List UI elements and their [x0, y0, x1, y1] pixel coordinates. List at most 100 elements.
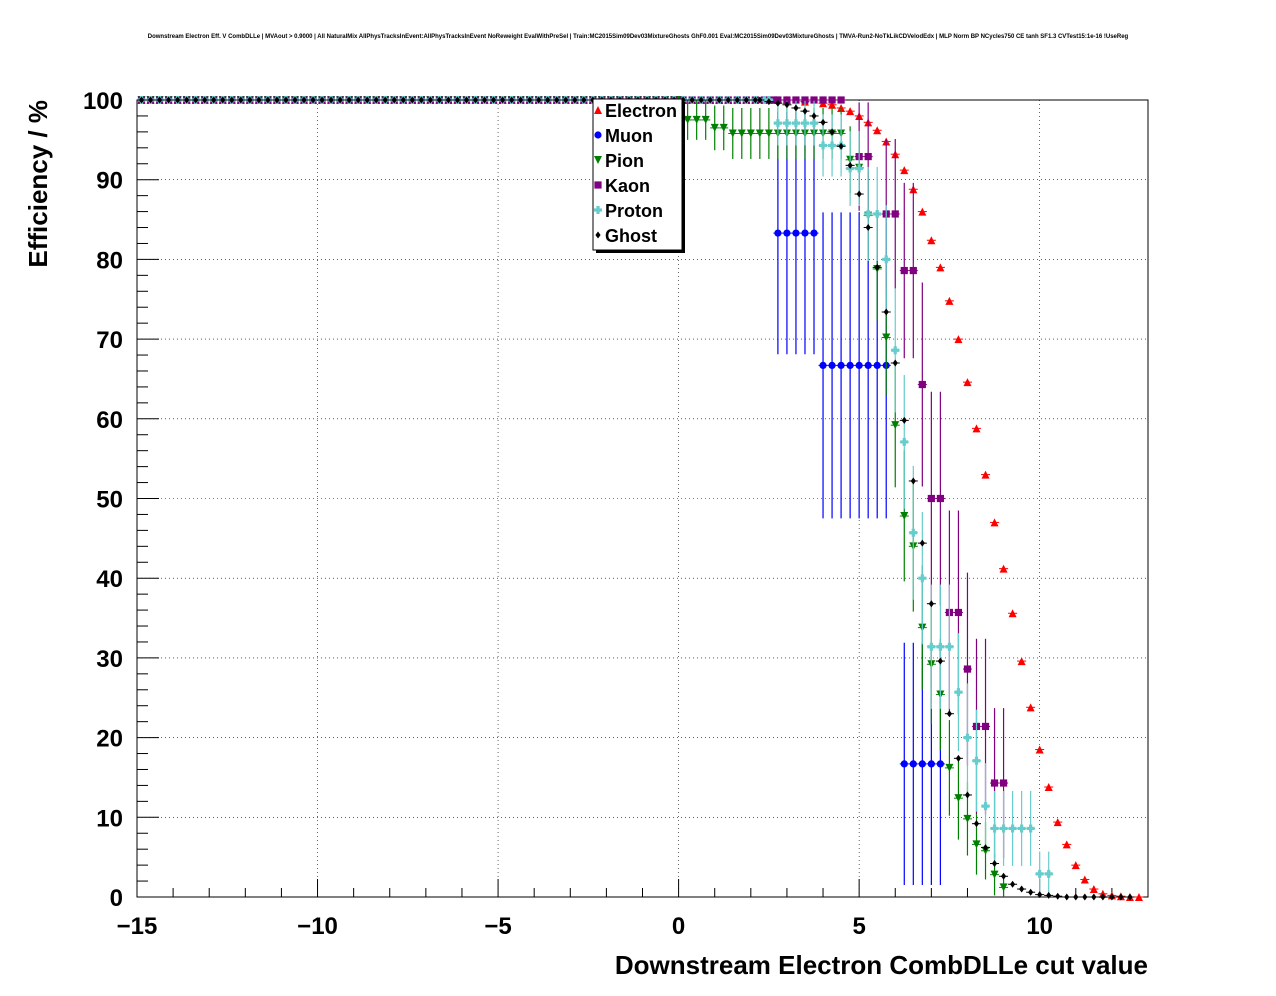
x-tick-label: 5: [852, 913, 865, 940]
data-point: [701, 115, 710, 124]
data-point: [855, 361, 863, 370]
data-point: [900, 512, 909, 521]
data-point: [737, 129, 746, 138]
data-point: [292, 96, 298, 104]
data-point: [755, 129, 764, 138]
data-point: [891, 421, 900, 430]
data-point: [927, 642, 936, 651]
data-point: [873, 209, 882, 218]
legend-marker-pion: [594, 156, 602, 164]
data-point: [900, 166, 909, 175]
data-point: [274, 96, 280, 104]
data-point: [256, 96, 262, 104]
data-point: [391, 96, 397, 104]
data-point: [783, 96, 791, 104]
data-point: [766, 98, 772, 106]
data-point: [954, 608, 963, 617]
y-tick-label: 100: [83, 88, 123, 115]
data-point: [945, 642, 954, 651]
data-point: [891, 346, 900, 355]
data-point: [757, 96, 763, 104]
data-point: [774, 229, 782, 237]
data-point: [793, 104, 799, 112]
data-point: [856, 190, 862, 198]
x-tick-label: −15: [117, 913, 158, 940]
data-point: [1017, 824, 1026, 833]
data-point: [328, 96, 334, 104]
data-point: [882, 255, 891, 264]
data-point: [481, 96, 488, 104]
data-point: [981, 470, 990, 479]
data-point: [283, 96, 289, 104]
data-point: [692, 115, 701, 124]
data-point: [792, 96, 800, 104]
data-point: [680, 96, 686, 104]
data-point: [1008, 824, 1017, 833]
data-point: [689, 96, 695, 104]
data-point: [999, 824, 1008, 833]
data-point: [472, 96, 479, 104]
x-tick-label: 10: [1026, 913, 1053, 940]
legend-marker-kaon: [594, 181, 602, 189]
data-point: [981, 722, 990, 731]
data-point: [828, 141, 837, 150]
x-tick-label: −5: [484, 913, 511, 940]
y-tick-label: 40: [96, 566, 123, 593]
data-point: [784, 101, 790, 109]
y-tick-label: 90: [96, 168, 123, 195]
data-point: [873, 126, 882, 135]
grid-lines: [137, 100, 1148, 897]
x-axis-title: Downstream Electron CombDLLe cut value: [615, 950, 1148, 980]
data-point: [445, 96, 452, 104]
data-point: [918, 207, 927, 216]
y-tick-label: 10: [96, 805, 123, 832]
data-point: [981, 802, 990, 811]
data-point: [792, 229, 800, 237]
data-point: [1073, 893, 1079, 901]
data-point: [1000, 872, 1007, 880]
data-point: [409, 96, 415, 104]
data-point: [900, 437, 909, 446]
data-point: [819, 361, 827, 370]
data-point: [418, 96, 424, 104]
x-tick-label: −10: [297, 913, 338, 940]
legend-label-ghost: Ghost: [605, 226, 657, 246]
data-point: [1035, 745, 1044, 754]
data-point: [828, 96, 836, 104]
data-point: [773, 119, 782, 128]
data-point: [946, 710, 953, 718]
y-tick-label: 0: [110, 885, 123, 912]
data-point: [936, 263, 945, 272]
legend-label-electron: Electron: [605, 101, 677, 121]
data-point: [963, 814, 972, 823]
data-point: [301, 96, 307, 104]
data-point: [919, 539, 925, 547]
data-point: [892, 359, 898, 367]
data-point: [229, 96, 235, 104]
data-point: [238, 96, 244, 104]
data-point: [954, 794, 963, 803]
data-point: [810, 229, 818, 237]
data-point: [990, 779, 999, 787]
data-point: [910, 477, 916, 485]
data-point: [490, 96, 497, 104]
data-point: [927, 494, 935, 503]
data-point: [1017, 657, 1026, 666]
data-point: [991, 860, 998, 868]
data-point: [527, 96, 533, 104]
data-point: [864, 209, 873, 218]
data-point: [936, 494, 944, 503]
data-point: [247, 96, 253, 104]
data-point: [846, 107, 855, 116]
data-point: [563, 96, 569, 104]
data-point: [202, 96, 208, 104]
legend-label-pion: Pion: [605, 151, 644, 171]
data-point: [927, 236, 936, 245]
legend: Electron Muon Pion Kaon Proton Ghost: [592, 98, 685, 253]
data-point: [819, 141, 828, 150]
data-point: [810, 96, 818, 104]
data-point: [928, 600, 934, 608]
data-point: [725, 96, 731, 104]
legend-box: [592, 98, 683, 251]
y-tick-label: 30: [96, 646, 123, 673]
